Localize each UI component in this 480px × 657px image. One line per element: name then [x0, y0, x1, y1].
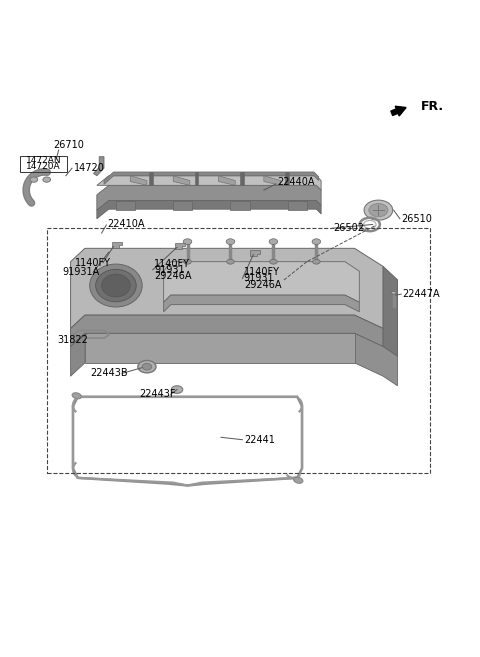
Polygon shape — [112, 242, 121, 248]
Text: 1140FY: 1140FY — [244, 267, 280, 277]
Polygon shape — [71, 248, 383, 328]
Polygon shape — [240, 172, 244, 185]
Text: FR.: FR. — [421, 100, 444, 113]
Polygon shape — [164, 261, 360, 302]
Ellipse shape — [294, 477, 303, 484]
Ellipse shape — [227, 260, 234, 264]
Ellipse shape — [102, 274, 130, 297]
Polygon shape — [288, 200, 307, 210]
Text: 1140FY: 1140FY — [75, 258, 111, 267]
Polygon shape — [285, 172, 289, 185]
Text: 22441: 22441 — [244, 435, 275, 445]
Polygon shape — [173, 176, 190, 185]
Text: 22440A: 22440A — [277, 177, 315, 187]
Ellipse shape — [226, 238, 235, 244]
Ellipse shape — [43, 177, 50, 182]
Ellipse shape — [72, 393, 82, 399]
Text: 14720: 14720 — [74, 163, 105, 173]
Ellipse shape — [391, 291, 396, 294]
Polygon shape — [218, 176, 235, 185]
Ellipse shape — [312, 238, 321, 244]
Text: 26510: 26510 — [401, 214, 432, 224]
Polygon shape — [264, 176, 281, 185]
Polygon shape — [383, 267, 397, 356]
Polygon shape — [104, 172, 319, 185]
Polygon shape — [251, 250, 260, 256]
Text: 29246A: 29246A — [154, 271, 192, 281]
Polygon shape — [175, 242, 185, 249]
Ellipse shape — [369, 204, 388, 217]
Ellipse shape — [364, 200, 393, 220]
Text: 22443B: 22443B — [90, 369, 128, 378]
Text: 22443F: 22443F — [139, 390, 175, 399]
Text: 91931: 91931 — [154, 265, 185, 275]
Text: 14720A: 14720A — [26, 162, 61, 171]
FancyArrow shape — [391, 106, 406, 116]
Ellipse shape — [171, 386, 183, 394]
Ellipse shape — [312, 260, 320, 264]
Text: 91931: 91931 — [244, 273, 275, 283]
Polygon shape — [173, 200, 192, 210]
Polygon shape — [130, 176, 147, 185]
Text: 1140FY: 1140FY — [154, 259, 190, 269]
Polygon shape — [85, 333, 355, 363]
Ellipse shape — [90, 264, 142, 307]
Polygon shape — [97, 200, 321, 219]
Ellipse shape — [142, 363, 152, 370]
Polygon shape — [355, 333, 397, 386]
Ellipse shape — [30, 177, 37, 182]
Polygon shape — [71, 315, 383, 347]
Text: 31822: 31822 — [58, 335, 89, 345]
Polygon shape — [164, 295, 360, 312]
Ellipse shape — [184, 260, 192, 264]
Ellipse shape — [138, 361, 156, 373]
Polygon shape — [97, 185, 321, 210]
Polygon shape — [97, 176, 321, 190]
Polygon shape — [116, 200, 135, 210]
Ellipse shape — [96, 269, 136, 302]
Text: 22410A: 22410A — [108, 219, 145, 229]
Text: 29246A: 29246A — [244, 280, 281, 290]
Polygon shape — [149, 172, 153, 185]
Polygon shape — [94, 157, 104, 176]
Text: 1472AN: 1472AN — [26, 156, 62, 165]
Text: 26710: 26710 — [53, 139, 84, 150]
Ellipse shape — [270, 260, 277, 264]
Polygon shape — [230, 200, 250, 210]
Ellipse shape — [269, 238, 278, 244]
Ellipse shape — [183, 238, 192, 244]
Text: 91931A: 91931A — [62, 267, 100, 277]
Text: 26502: 26502 — [334, 223, 364, 233]
Text: 22447A: 22447A — [402, 289, 440, 299]
Polygon shape — [195, 172, 199, 185]
Polygon shape — [71, 333, 85, 376]
